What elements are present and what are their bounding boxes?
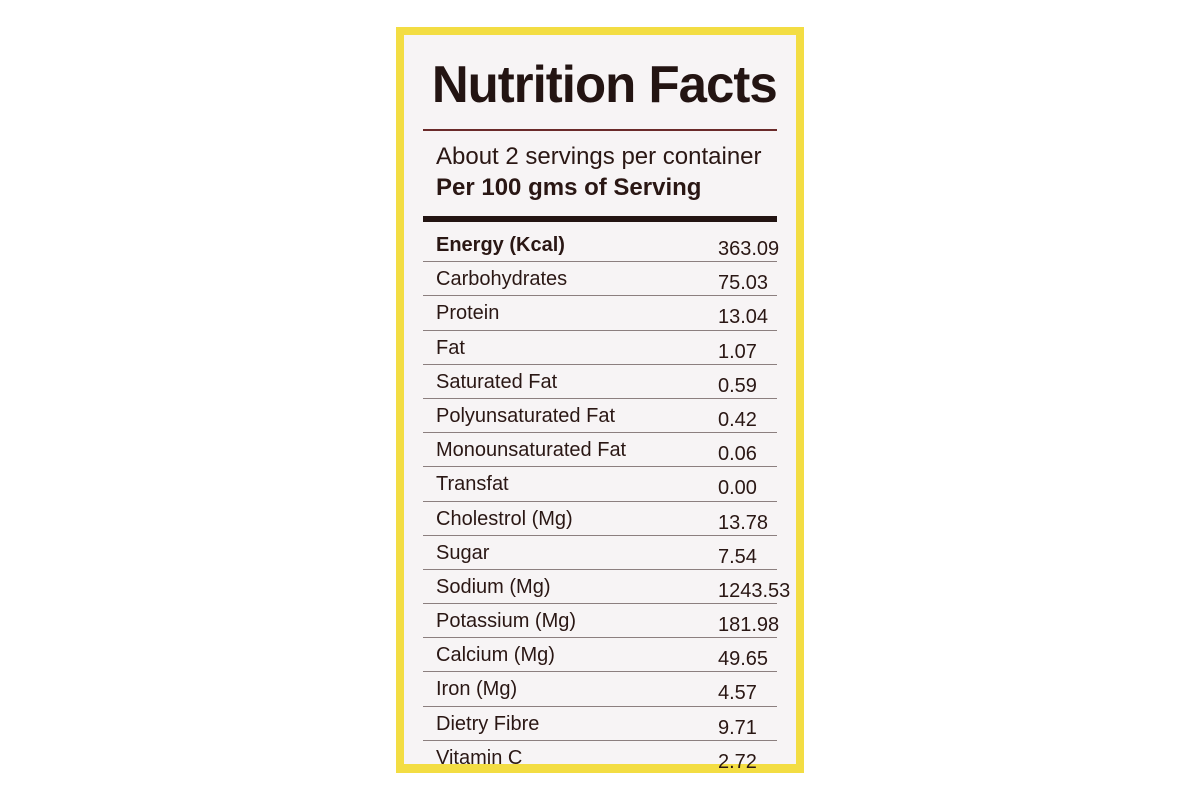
nutrient-value: 7.54 [718, 545, 757, 568]
nutrient-row: Sugar 7.54 [423, 536, 777, 570]
title-divider [423, 129, 777, 131]
nutrient-name: Iron (Mg) [436, 678, 518, 701]
nutrient-name: Cholestrol (Mg) [436, 507, 573, 530]
thick-divider [423, 216, 777, 222]
nutrient-name: Monounsaturated Fat [436, 439, 627, 462]
nutrient-row: Fat 1.07 [423, 331, 777, 365]
nutrient-value: 363.09 [718, 238, 780, 260]
nutrient-row: Cholestrol (Mg) 13.78 [423, 502, 777, 536]
nutrient-value: 0.00 [718, 477, 757, 500]
nutrition-label-border: Nutrition Facts About 2 servings per con… [396, 27, 804, 773]
nutrient-name: Energy (Kcal) [436, 234, 565, 256]
nutrient-value: 0.06 [718, 443, 757, 466]
nutrient-value: 1.07 [718, 340, 757, 363]
nutrient-row: Saturated Fat 0.59 [423, 365, 777, 399]
nutrient-value: 0.59 [718, 374, 757, 397]
nutrient-name: Sugar [436, 541, 490, 564]
nutrient-name: Carbohydrates [436, 268, 568, 291]
nutrient-row: Monounsaturated Fat 0.06 [423, 433, 777, 468]
nutrient-name: Potassium (Mg) [436, 610, 577, 633]
nutrient-row: Vitamin C 2.72 [423, 741, 777, 774]
nutrient-row: Transfat 0.00 [423, 467, 777, 502]
nutrient-row: Sodium (Mg) 1243.53 [423, 570, 790, 605]
nutrient-value: 0.42 [718, 408, 757, 431]
nutrient-value: 1243.53 [718, 579, 791, 602]
nutrient-value: 181.98 [718, 614, 780, 637]
nutrient-row: Energy (Kcal) 363.09 [423, 228, 780, 263]
per-serving-text: Per 100 gms of Serving [436, 174, 702, 201]
nutrient-value: 2.72 [718, 750, 757, 773]
nutrient-row: Dietry Fibre 9.71 [423, 707, 777, 741]
nutrient-value: 13.78 [718, 511, 769, 534]
nutrient-row: Potassium (Mg) 181.98 [423, 604, 780, 639]
nutrient-row: Protein 13.04 [423, 296, 777, 331]
nutrient-name: Vitamin C [436, 746, 523, 769]
nutrient-name: Saturated Fat [436, 370, 558, 393]
nutrient-row: Calcium (Mg) 49.65 [423, 638, 777, 673]
nutrient-value: 4.57 [718, 682, 757, 705]
nutrient-name: Polyunsaturated Fat [436, 404, 615, 427]
nutrient-row: Carbohydrates 75.03 [423, 262, 777, 297]
nutrition-label: Nutrition Facts About 2 servings per con… [404, 35, 796, 773]
nutrient-name: Transfat [436, 473, 509, 496]
nutrient-row: Polyunsaturated Fat 0.42 [423, 399, 777, 434]
nutrient-value: 49.65 [718, 648, 769, 671]
nutrient-name: Protein [436, 302, 500, 325]
nutrient-value: 75.03 [718, 272, 769, 295]
nutrient-name: Sodium (Mg) [436, 575, 551, 598]
servings-text: About 2 servings per container [436, 143, 762, 170]
nutrient-name: Fat [436, 336, 465, 359]
nutrient-value: 13.04 [718, 306, 769, 329]
nutrient-name: Dietry Fibre [436, 712, 540, 735]
nutrient-table: Energy (Kcal) 363.09 Carbohydrates 75.03… [423, 228, 790, 774]
nutrient-name: Calcium (Mg) [436, 644, 555, 667]
nutrient-row: Iron (Mg) 4.57 [423, 672, 777, 707]
nutrient-value: 9.71 [718, 716, 757, 739]
label-title: Nutrition Facts [431, 56, 778, 114]
